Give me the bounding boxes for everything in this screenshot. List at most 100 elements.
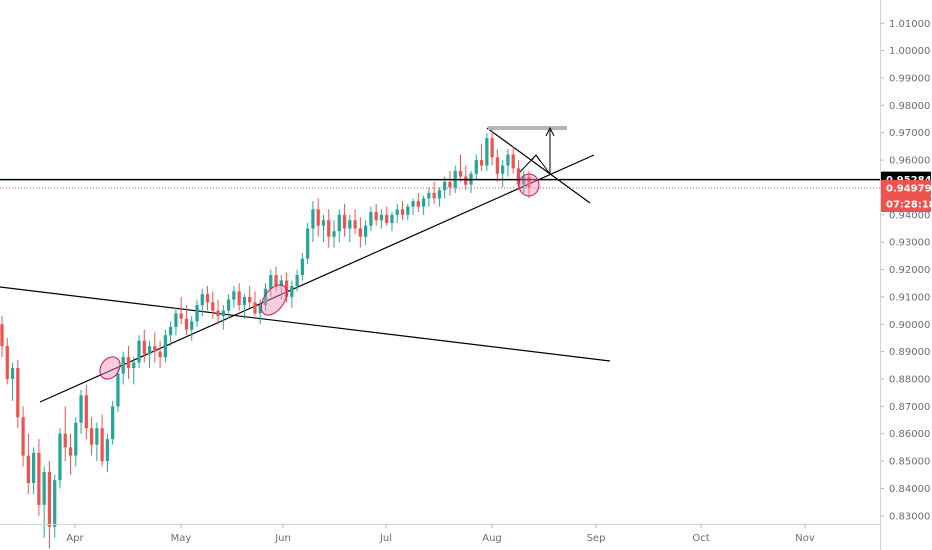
- candle-body: [116, 373, 120, 407]
- candle-body: [527, 176, 531, 188]
- candle-body: [269, 275, 273, 289]
- candle: [169, 321, 173, 347]
- candle-body: [474, 160, 478, 174]
- candle: [337, 209, 341, 243]
- candle-body: [142, 340, 146, 355]
- candle: [390, 212, 394, 232]
- candle-body: [253, 302, 257, 314]
- candle-body: [411, 201, 415, 207]
- candle-body: [427, 192, 431, 199]
- candle: [205, 285, 210, 311]
- candle-body: [79, 395, 83, 423]
- candle-body: [485, 138, 489, 166]
- y-tick-label: 0.92000: [889, 265, 930, 276]
- candle: [406, 203, 410, 221]
- highlight-ellipse: [260, 284, 288, 316]
- candle-body: [421, 198, 426, 207]
- candle-body: [95, 428, 99, 445]
- candle: [5, 337, 9, 385]
- candle: [195, 299, 199, 327]
- candle-body: [479, 160, 484, 166]
- candle: [163, 329, 168, 363]
- candle: [369, 206, 373, 232]
- candle-body: [353, 220, 357, 229]
- last-price-label: 0.94979: [886, 184, 932, 195]
- candle: [464, 165, 468, 191]
- trendlines: [0, 127, 611, 403]
- candle: [53, 474, 57, 538]
- candle-body: [342, 214, 347, 229]
- candle: [200, 288, 204, 317]
- candle: [348, 214, 352, 243]
- candle: [358, 217, 362, 248]
- candle: [474, 154, 478, 180]
- candle-body: [179, 313, 183, 319]
- y-tick-label: 0.84000: [889, 484, 930, 495]
- candle: [16, 359, 20, 429]
- candle-body: [522, 176, 526, 185]
- candle-body: [163, 335, 168, 358]
- candle-body: [16, 368, 20, 418]
- x-tick-label: Jun: [274, 533, 291, 544]
- candle: [522, 171, 526, 193]
- candle-body: [464, 176, 468, 185]
- x-tick-label: Jul: [379, 533, 392, 544]
- candle: [221, 305, 225, 330]
- candle-body: [126, 357, 131, 369]
- candle-body: [221, 310, 225, 317]
- candle-body: [511, 154, 515, 169]
- projection-arrow-head: [531, 154, 541, 162]
- candle: [269, 269, 273, 297]
- y-tick-label: 0.86000: [889, 429, 930, 440]
- candle: [385, 206, 389, 226]
- candle: [31, 447, 36, 494]
- x-tick-label: Apr: [66, 533, 84, 544]
- candle: [63, 406, 67, 462]
- candle-body: [84, 395, 88, 429]
- target-zone: [488, 126, 567, 130]
- candle-body: [0, 324, 4, 347]
- x-tick-label: Oct: [692, 533, 709, 544]
- candle: [306, 223, 310, 265]
- candle: [242, 294, 247, 319]
- candles: [0, 129, 531, 549]
- candle-body: [501, 165, 505, 174]
- candle-body: [158, 351, 162, 358]
- candle: [211, 291, 215, 319]
- candle: [216, 299, 220, 325]
- candle: [68, 433, 73, 475]
- candle: [300, 253, 305, 281]
- candle: [427, 187, 431, 207]
- candle-body: [432, 192, 436, 199]
- candle: [400, 201, 405, 221]
- candle: [506, 149, 510, 177]
- candle-body: [248, 296, 252, 303]
- candle: [179, 296, 183, 325]
- candle-body: [42, 472, 46, 505]
- y-tick-label: 1.00000: [889, 46, 930, 57]
- candle: [10, 362, 15, 401]
- candle-body: [274, 275, 278, 286]
- candle-body: [205, 294, 210, 303]
- candle: [248, 285, 252, 308]
- candle-body: [385, 214, 389, 224]
- candle-body: [395, 209, 399, 215]
- y-tick-label: 0.88000: [889, 374, 930, 385]
- candle-body: [306, 228, 310, 259]
- candle: [147, 340, 152, 369]
- candle: [253, 291, 257, 317]
- candle-body: [300, 258, 305, 275]
- x-tick-label: Aug: [482, 533, 502, 544]
- candle-body: [47, 472, 52, 527]
- candle-body: [390, 214, 394, 224]
- candle-body: [279, 280, 283, 286]
- y-tick-label: 0.89000: [889, 347, 930, 358]
- candle: [516, 160, 521, 191]
- candle-body: [121, 357, 125, 374]
- candle-body: [195, 305, 199, 322]
- candle-body: [211, 302, 215, 311]
- candle: [490, 129, 494, 166]
- candle: [95, 422, 99, 462]
